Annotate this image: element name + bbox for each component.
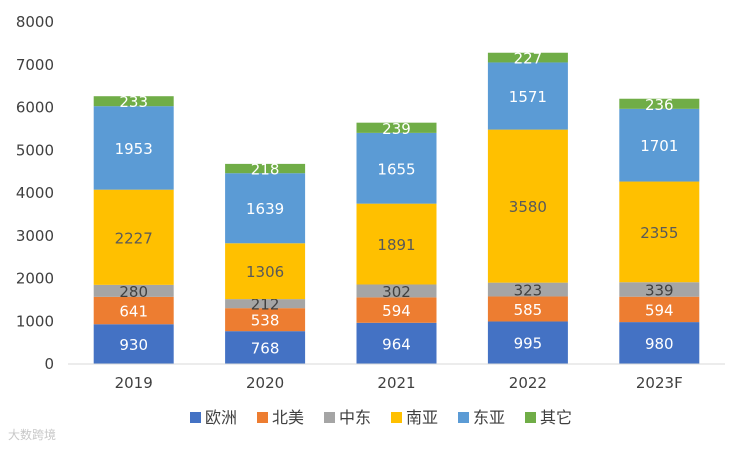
bar-segment [225, 308, 306, 332]
data-label: 227 [514, 50, 543, 68]
bar-segment [487, 129, 568, 283]
legend-label: 欧洲 [205, 408, 237, 427]
bar-segment [619, 322, 700, 364]
bar-segment [619, 296, 700, 323]
data-label: 1655 [377, 160, 415, 178]
bar-segment [93, 284, 174, 297]
y-tick-label: 3000 [16, 227, 54, 245]
bar-segment [487, 52, 568, 63]
bar-segment [487, 296, 568, 322]
y-tick-label: 8000 [16, 13, 54, 31]
data-label: 538 [251, 312, 280, 330]
data-label: 641 [119, 303, 148, 321]
bar-segment [225, 331, 306, 364]
data-label: 323 [514, 282, 543, 300]
data-label: 212 [251, 296, 280, 314]
data-label: 236 [645, 96, 674, 114]
x-tick-label: 2021 [377, 374, 415, 392]
data-label: 239 [382, 120, 411, 138]
x-tick-label: 2019 [115, 374, 153, 392]
bar-segment [93, 324, 174, 364]
y-tick-label: 6000 [16, 99, 54, 117]
legend-swatch [458, 412, 469, 423]
bar-segment [356, 132, 437, 204]
bar-segment [93, 189, 174, 285]
watermark: 大数跨境 [8, 426, 56, 443]
legend-swatch [324, 412, 335, 423]
bar-segment [93, 296, 174, 325]
bar-segment [225, 299, 306, 309]
data-label: 964 [382, 335, 411, 353]
bar-segment [93, 96, 174, 107]
data-label: 339 [645, 281, 674, 299]
y-tick-label: 7000 [16, 56, 54, 74]
y-tick-label: 1000 [16, 312, 54, 330]
data-label: 302 [382, 283, 411, 301]
bar-segment [487, 282, 568, 297]
data-label: 768 [251, 340, 280, 358]
bar-segment [356, 322, 437, 364]
data-label: 1639 [246, 200, 284, 218]
bar-segment [356, 297, 437, 323]
legend-swatch [257, 412, 268, 423]
x-tick-label: 2022 [509, 374, 547, 392]
data-label: 1891 [377, 236, 415, 254]
bar-segment [619, 98, 700, 109]
legend-swatch [391, 412, 402, 423]
data-label: 1953 [115, 140, 153, 158]
data-label: 3580 [509, 198, 547, 216]
y-tick-label: 2000 [16, 270, 54, 288]
legend-swatch [525, 412, 536, 423]
bar-segment [225, 243, 306, 300]
bar-segment [225, 173, 306, 244]
y-tick-label: 4000 [16, 184, 54, 202]
data-label: 2355 [640, 224, 678, 242]
data-label: 1571 [509, 88, 547, 106]
y-tick-label: 5000 [16, 141, 54, 159]
data-label: 2227 [115, 229, 153, 247]
data-label: 585 [514, 301, 543, 319]
legend-label: 北美 [272, 408, 304, 427]
data-label: 594 [382, 302, 411, 320]
data-label: 594 [645, 301, 674, 319]
x-tick-label: 2023F [636, 374, 683, 392]
legend-label: 其它 [540, 408, 572, 427]
data-label: 995 [514, 335, 543, 353]
bar-segment [487, 62, 568, 130]
legend-label: 中东 [339, 408, 371, 427]
legend-swatch [190, 412, 201, 423]
bar-segment [356, 122, 437, 133]
bar-segment [487, 321, 568, 364]
bar-segment [619, 282, 700, 297]
y-axis: 0 1000 2000 3000 4000 5000 6000 7000 8000 [16, 13, 54, 373]
bar-segment [225, 163, 306, 174]
data-label: 233 [119, 93, 148, 111]
y-tick-label: 0 [44, 355, 54, 373]
bar-segment [93, 106, 174, 190]
data-label: 930 [119, 336, 148, 354]
data-label: 1306 [246, 263, 284, 281]
data-label: 280 [119, 283, 148, 301]
legend: 欧洲 北美 中东 南亚 东亚 其它 [190, 408, 572, 427]
legend-label: 南亚 [406, 408, 438, 427]
data-label: 1701 [640, 137, 678, 155]
watermark-text: 大数跨境 [8, 428, 57, 442]
legend-label: 东亚 [473, 408, 505, 427]
bar-segment [619, 108, 700, 182]
bar-segment [356, 284, 437, 298]
x-axis: 2019 2020 2021 2022 2023F [68, 363, 725, 392]
bar-segment [356, 203, 437, 285]
x-tick-label: 2020 [246, 374, 284, 392]
bar-segment [619, 181, 700, 283]
data-label: 980 [645, 335, 674, 353]
data-label: 218 [251, 161, 280, 179]
